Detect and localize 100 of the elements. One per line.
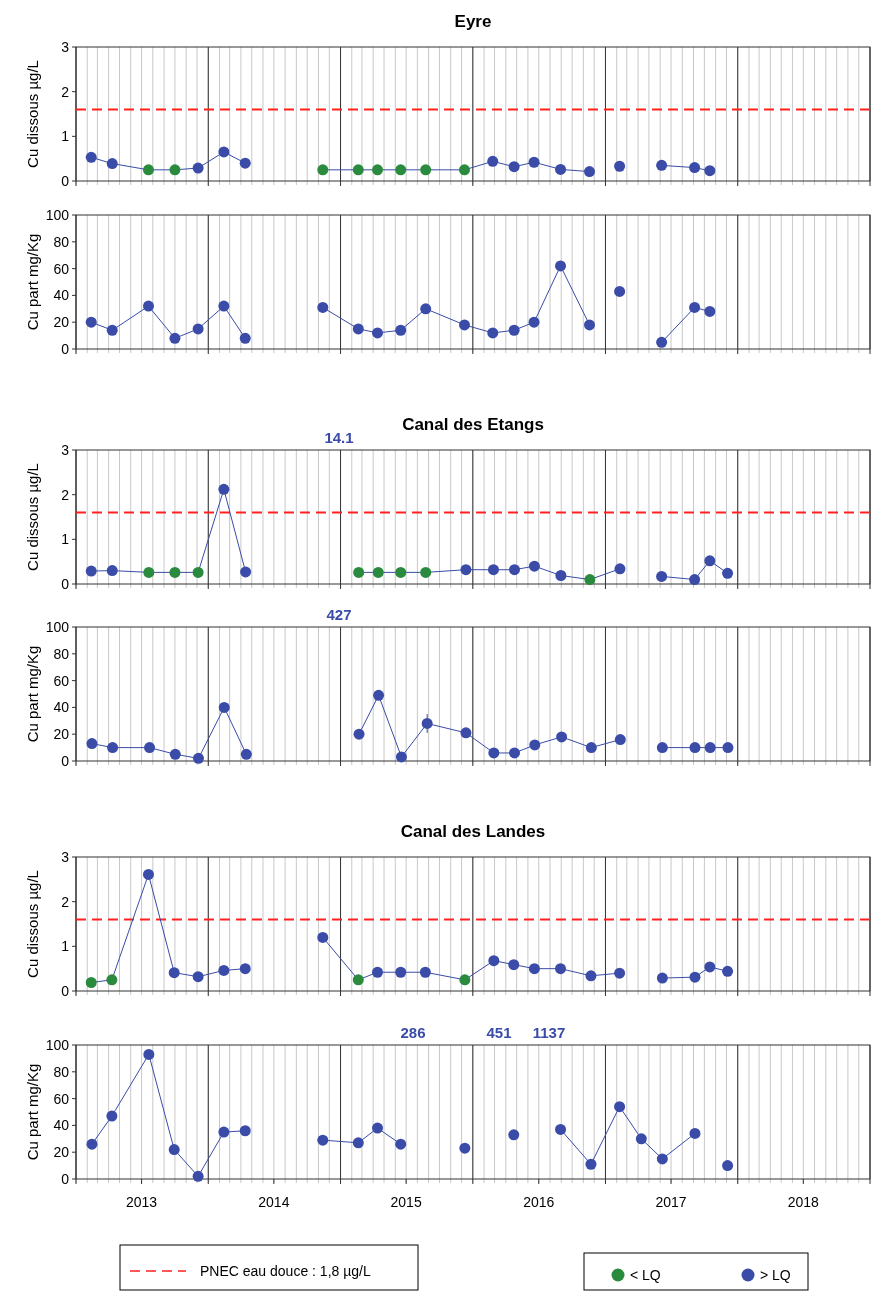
point [86, 1138, 98, 1150]
point [614, 285, 626, 297]
y-tick-label: 60 [53, 260, 70, 277]
point [169, 164, 181, 176]
point [218, 300, 230, 312]
point [142, 164, 154, 176]
point [614, 160, 626, 172]
point [106, 974, 118, 986]
point [704, 555, 716, 567]
point [240, 566, 252, 578]
point [421, 717, 433, 729]
point [508, 324, 520, 336]
y-tick-label: 0 [61, 341, 70, 357]
point [508, 161, 520, 173]
point [508, 564, 520, 576]
point [395, 966, 407, 978]
legend-label: < LQ [630, 1267, 661, 1283]
point [85, 316, 97, 328]
point [169, 566, 181, 578]
point [704, 165, 716, 177]
y-tick-label: 3 [61, 442, 70, 458]
point [689, 742, 701, 754]
text: 427 [326, 606, 352, 623]
point [352, 323, 364, 335]
point [372, 966, 384, 978]
point [143, 1048, 155, 1060]
y-axis-title: Cu part mg/Kg [24, 1063, 41, 1161]
y-tick-label: 40 [53, 699, 70, 716]
point [144, 742, 156, 754]
point [459, 974, 471, 986]
point [614, 734, 626, 746]
point [142, 300, 154, 312]
point [106, 565, 118, 577]
y-tick-label: 2 [61, 486, 70, 503]
chart-title: Canal des Landes [400, 822, 546, 841]
y-axis-title: Cu dissous µg/L [24, 60, 41, 168]
point [528, 963, 540, 975]
text: 451 [486, 1024, 512, 1041]
point [585, 1158, 597, 1170]
y-tick-label: 40 [53, 1117, 70, 1134]
y-tick-label: 100 [45, 207, 70, 223]
point [192, 162, 204, 174]
point [528, 560, 540, 572]
point [689, 1127, 701, 1139]
point [419, 966, 431, 978]
point [528, 316, 540, 328]
y-tick-label: 3 [61, 39, 70, 55]
y-tick-label: 0 [61, 753, 70, 769]
point [372, 164, 384, 176]
point [529, 739, 541, 751]
point [656, 159, 668, 171]
point [395, 164, 407, 176]
point [487, 155, 499, 167]
point [488, 955, 500, 967]
point [722, 965, 734, 977]
point [192, 752, 204, 764]
x-tick-label: 2018 [787, 1194, 820, 1210]
point [169, 748, 181, 760]
y-tick-label: 2 [61, 83, 70, 100]
y-tick-label: 100 [45, 1037, 70, 1053]
point [85, 565, 97, 577]
point [614, 1101, 626, 1113]
point [488, 747, 500, 759]
point [458, 164, 470, 176]
x-tick-label: 2017 [655, 1194, 687, 1210]
point [395, 566, 407, 578]
y-tick-label: 2 [61, 893, 70, 910]
point [218, 701, 230, 713]
y-tick-label: 0 [61, 983, 70, 999]
point [239, 332, 251, 344]
point [240, 748, 252, 760]
point [395, 1138, 407, 1150]
point [192, 566, 204, 578]
y-tick-label: 20 [53, 314, 70, 331]
text: 286 [400, 1024, 426, 1041]
point [352, 1137, 364, 1149]
point [192, 323, 204, 335]
point [614, 563, 626, 575]
point [107, 742, 119, 754]
point [508, 1129, 520, 1141]
point [239, 963, 251, 975]
point [192, 1170, 204, 1182]
point [555, 260, 567, 272]
point [656, 1153, 668, 1165]
point [585, 742, 597, 754]
y-tick-label: 0 [61, 576, 70, 592]
point [85, 151, 97, 163]
point [460, 564, 472, 576]
point [395, 751, 407, 763]
y-tick-label: 1 [61, 531, 70, 548]
point [555, 163, 567, 175]
point [106, 1110, 118, 1122]
point [317, 301, 329, 313]
point [86, 738, 98, 750]
point [704, 305, 716, 317]
point [487, 564, 499, 576]
point [239, 157, 251, 169]
point [556, 731, 568, 743]
point [555, 570, 567, 582]
point [239, 1125, 251, 1137]
